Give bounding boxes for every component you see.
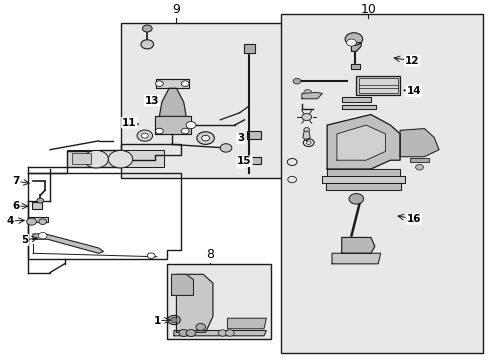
- Circle shape: [27, 218, 36, 225]
- Circle shape: [415, 165, 423, 170]
- Bar: [31, 202, 42, 210]
- Polygon shape: [341, 238, 374, 253]
- Bar: [409, 158, 428, 162]
- Circle shape: [196, 324, 205, 330]
- Circle shape: [84, 150, 108, 168]
- Circle shape: [167, 315, 180, 325]
- Circle shape: [220, 144, 231, 152]
- Circle shape: [39, 219, 46, 225]
- Text: 5: 5: [21, 235, 28, 245]
- Circle shape: [345, 33, 362, 45]
- Circle shape: [155, 128, 163, 134]
- Circle shape: [142, 25, 152, 32]
- Polygon shape: [351, 64, 360, 69]
- Circle shape: [303, 127, 309, 132]
- Text: 8: 8: [206, 248, 214, 261]
- Circle shape: [37, 198, 43, 203]
- Circle shape: [201, 135, 209, 141]
- Text: 14: 14: [406, 86, 420, 96]
- Text: 12: 12: [404, 56, 419, 66]
- Polygon shape: [326, 114, 399, 169]
- Circle shape: [179, 329, 188, 337]
- Circle shape: [181, 128, 189, 134]
- Circle shape: [218, 330, 226, 336]
- Polygon shape: [399, 129, 438, 157]
- Circle shape: [197, 132, 214, 144]
- Bar: [246, 131, 260, 139]
- Polygon shape: [341, 97, 370, 102]
- Bar: [120, 23, 366, 178]
- Polygon shape: [351, 42, 361, 51]
- Text: 6: 6: [12, 201, 20, 211]
- Text: 4: 4: [6, 216, 14, 226]
- Text: 1: 1: [153, 316, 160, 326]
- Polygon shape: [67, 150, 164, 167]
- Circle shape: [147, 253, 155, 258]
- Circle shape: [137, 130, 152, 141]
- Circle shape: [141, 133, 148, 138]
- Bar: [358, 78, 397, 94]
- Text: 7: 7: [12, 176, 20, 186]
- Bar: [28, 217, 47, 222]
- Circle shape: [155, 81, 163, 86]
- Text: 10: 10: [360, 3, 376, 16]
- Text: 11: 11: [122, 118, 136, 128]
- Polygon shape: [302, 130, 309, 141]
- Polygon shape: [33, 234, 103, 253]
- Polygon shape: [244, 44, 255, 53]
- Bar: [281, 14, 482, 354]
- Circle shape: [170, 318, 177, 323]
- Polygon shape: [171, 274, 193, 296]
- Bar: [246, 157, 260, 165]
- Bar: [72, 153, 91, 164]
- Bar: [166, 264, 271, 339]
- Bar: [356, 76, 399, 95]
- Polygon shape: [156, 80, 188, 88]
- Text: 3: 3: [237, 133, 244, 143]
- Circle shape: [141, 40, 153, 49]
- Circle shape: [292, 78, 300, 84]
- Polygon shape: [174, 330, 266, 336]
- Text: 2: 2: [237, 158, 244, 168]
- Polygon shape: [325, 183, 400, 190]
- Polygon shape: [159, 88, 186, 116]
- Circle shape: [186, 329, 196, 337]
- Circle shape: [303, 90, 311, 95]
- Circle shape: [108, 150, 132, 168]
- Text: 15: 15: [237, 156, 251, 166]
- Polygon shape: [341, 105, 375, 109]
- Text: 9: 9: [172, 3, 180, 16]
- Circle shape: [38, 233, 47, 239]
- Circle shape: [225, 330, 234, 336]
- Polygon shape: [154, 116, 191, 134]
- Polygon shape: [326, 169, 399, 176]
- Circle shape: [301, 113, 311, 121]
- Polygon shape: [336, 125, 385, 160]
- Text: 16: 16: [406, 214, 420, 224]
- Circle shape: [181, 81, 189, 86]
- Polygon shape: [227, 318, 266, 329]
- Polygon shape: [176, 274, 212, 332]
- Polygon shape: [331, 253, 380, 264]
- Text: 13: 13: [144, 95, 159, 105]
- Polygon shape: [322, 176, 404, 183]
- Circle shape: [346, 39, 356, 46]
- Polygon shape: [301, 93, 322, 99]
- Circle shape: [186, 122, 196, 129]
- Circle shape: [348, 194, 363, 204]
